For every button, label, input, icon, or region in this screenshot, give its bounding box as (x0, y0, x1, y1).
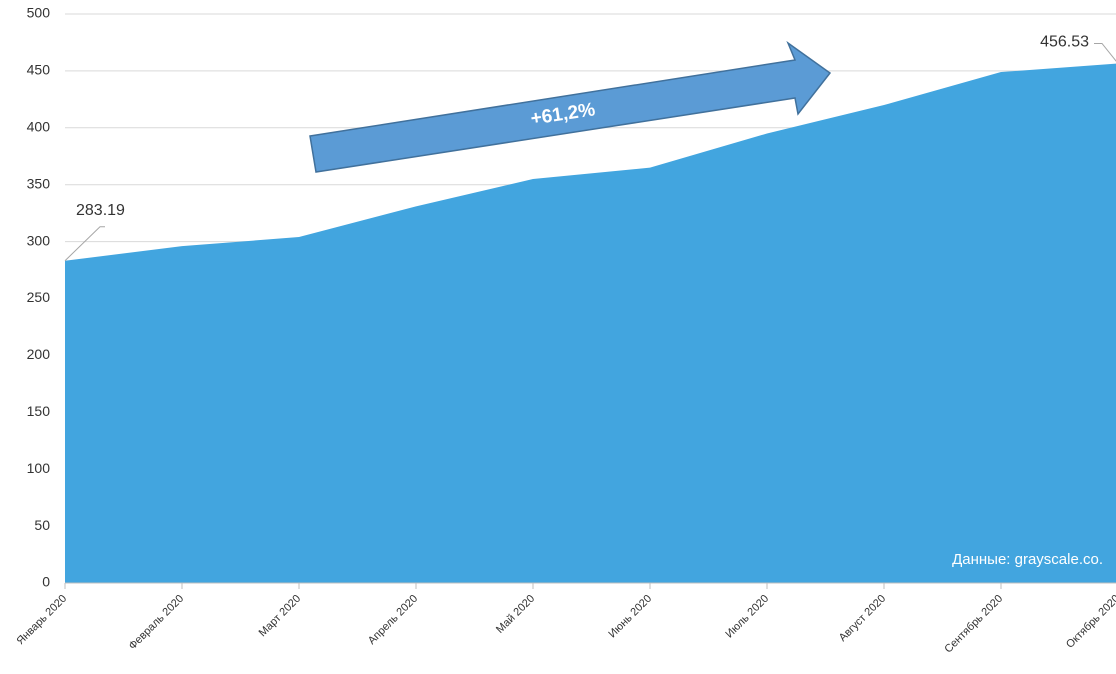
y-tick-label: 500 (27, 5, 51, 21)
x-tick-label: Февраль 2020 (127, 593, 187, 653)
x-tick-label: Октябрь 2020 (1064, 593, 1116, 651)
x-tick-label: Май 2020 (494, 593, 537, 636)
y-tick-label: 400 (27, 119, 51, 135)
y-tick-label: 100 (27, 460, 51, 476)
label-leader (64, 226, 105, 262)
x-tick-label: Сентябрь 2020 (942, 593, 1005, 656)
y-tick-label: 0 (42, 574, 50, 590)
y-tick-label: 200 (27, 346, 51, 362)
area (65, 63, 1116, 583)
x-tick-label: Январь 2020 (15, 593, 70, 648)
y-tick-label: 300 (27, 232, 51, 248)
x-tick-label: Август 2020 (837, 593, 888, 644)
y-tick-label: 450 (27, 62, 51, 78)
trend-arrow (309, 40, 832, 173)
x-tick-label: Март 2020 (257, 593, 304, 640)
data-label: 456.53 (1040, 34, 1089, 51)
source-note: Данные: grayscale.co. (952, 551, 1103, 568)
y-tick-label: 250 (27, 289, 51, 305)
data-label: 283.19 (76, 202, 125, 219)
x-tick-label: Июль 2020 (723, 593, 771, 641)
x-tick-label: Июнь 2020 (606, 593, 654, 641)
y-tick-label: 50 (34, 517, 50, 533)
label-leader (1094, 42, 1116, 62)
y-tick-label: 150 (27, 403, 51, 419)
y-tick-label: 350 (27, 175, 51, 191)
x-tick-label: Апрель 2020 (366, 593, 420, 647)
